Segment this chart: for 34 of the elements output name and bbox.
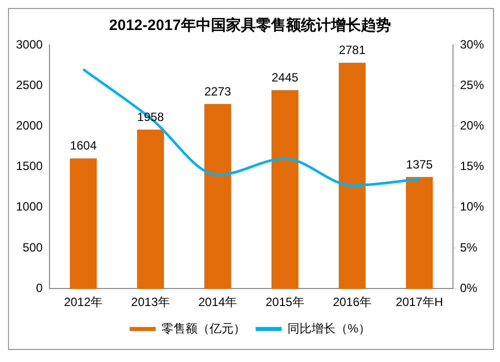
y-tick-label: 2500 [16, 78, 44, 92]
y2-tick-label: 15% [460, 159, 484, 174]
y2-tick-label: 30% [460, 37, 484, 52]
chart-title: 2012-2017年中国家具零售额统计增长趋势 [109, 16, 391, 34]
data-label: 1604 [70, 138, 97, 153]
x-tick-label: 2014年 [198, 295, 238, 310]
bar [272, 90, 298, 289]
bar [70, 158, 97, 289]
legend-label: 零售额（亿元） [162, 321, 246, 336]
data-label: 2445 [272, 70, 299, 84]
y2-tick-label: 0% [460, 280, 478, 295]
y2-tick-label: 25% [460, 78, 484, 92]
data-label: 2273 [204, 84, 232, 98]
y-tick-label: 500 [22, 240, 44, 254]
y2-tick-label: 10% [460, 200, 484, 214]
bar [204, 104, 232, 289]
y-tick-label: 3000 [16, 37, 44, 52]
x-tick-label: 2015年 [266, 295, 304, 310]
data-label: 2781 [338, 43, 366, 58]
legend-label: 同比增长（%） [288, 321, 370, 336]
y-tick-label: 0 [36, 280, 44, 295]
y-tick-label: 1500 [16, 159, 44, 174]
y-tick-label: 1000 [16, 200, 44, 214]
x-tick-label: 2017年H [396, 295, 444, 310]
x-tick-label: 2013年 [131, 295, 170, 310]
bar [406, 176, 433, 289]
y-tick-label: 2000 [16, 118, 44, 133]
x-tick-label: 2016年 [332, 295, 372, 310]
bar [137, 130, 164, 289]
bar [338, 62, 366, 289]
data-label: 1375 [406, 157, 434, 172]
y2-tick-label: 20% [460, 118, 484, 133]
x-tick-label: 2012年 [64, 295, 103, 310]
y2-tick-label: 5% [460, 240, 478, 254]
